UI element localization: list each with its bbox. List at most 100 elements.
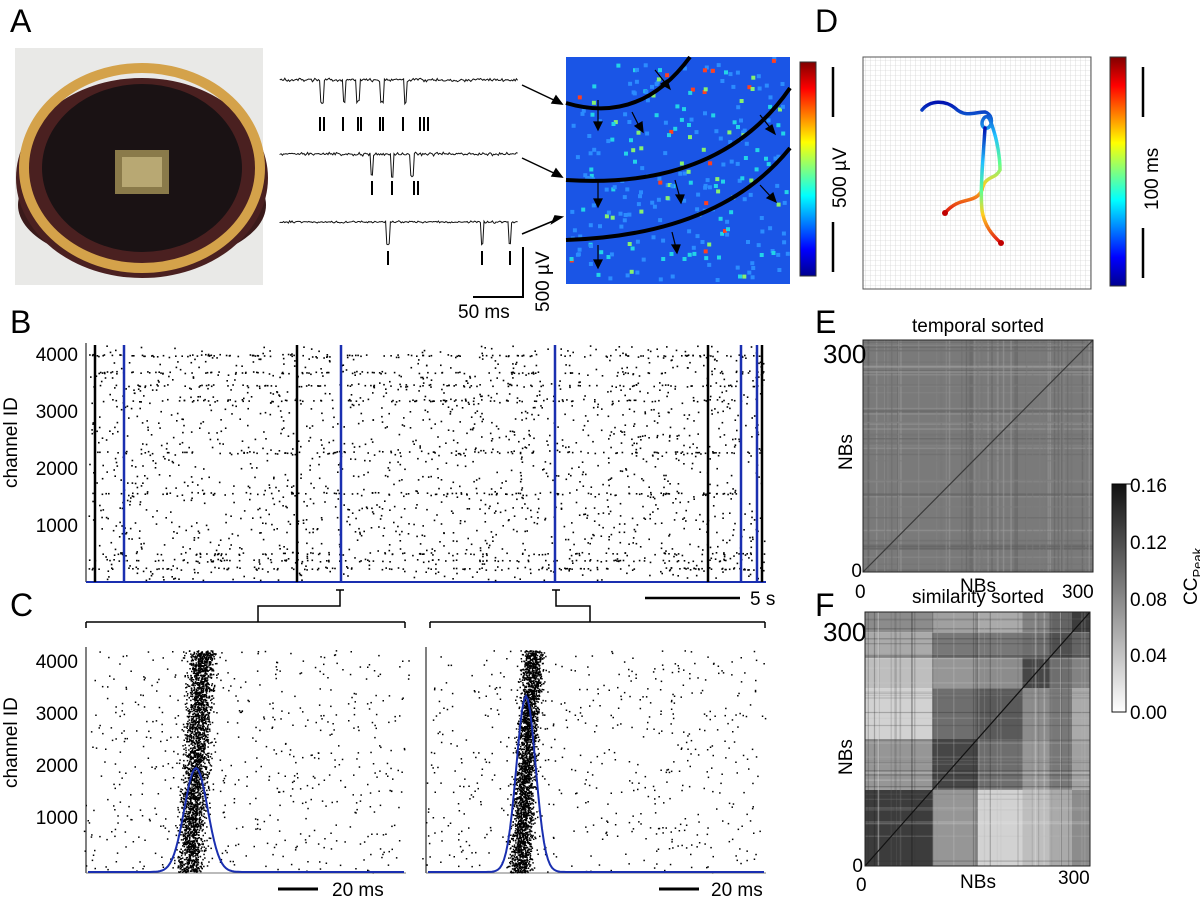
raster-dot xyxy=(663,478,666,480)
raster-dot xyxy=(642,479,645,482)
panel-b-raster xyxy=(85,343,766,583)
raster-dot xyxy=(683,463,685,465)
raster-dot xyxy=(195,714,198,716)
raster-dot xyxy=(179,858,182,860)
raster-dot xyxy=(188,715,191,717)
raster-dot xyxy=(722,539,724,542)
raster-dot xyxy=(402,660,404,662)
raster-dot xyxy=(653,451,656,454)
raster-dot xyxy=(549,491,552,494)
raster-dot xyxy=(204,658,207,661)
raster-dot xyxy=(187,794,189,796)
raster-dot xyxy=(178,400,181,402)
raster-dot xyxy=(416,355,418,357)
raster-dot xyxy=(209,658,212,660)
raster-dot xyxy=(719,385,722,387)
raster-dot xyxy=(181,800,183,802)
raster-dot xyxy=(565,364,567,366)
raster-dot xyxy=(95,375,98,377)
raster-dot xyxy=(694,455,697,458)
map-pixel xyxy=(716,189,721,194)
raster-dot xyxy=(278,544,281,547)
map-pixel xyxy=(688,90,693,95)
raster-dot xyxy=(200,354,203,356)
raster-dot xyxy=(229,559,231,562)
raster-dot xyxy=(440,420,443,423)
raster-dot xyxy=(494,367,497,369)
raster-dot xyxy=(576,552,578,555)
raster-dot xyxy=(398,400,401,402)
raster-dot xyxy=(252,371,255,373)
raster-dot xyxy=(166,568,168,570)
raster-dot xyxy=(328,452,331,455)
raster-dot xyxy=(675,498,677,500)
raster-dot xyxy=(443,545,445,547)
raster-dot xyxy=(572,562,574,564)
map-pixel xyxy=(703,111,707,116)
raster-dot xyxy=(686,418,689,420)
raster-dot xyxy=(184,703,187,705)
raster-dot xyxy=(243,452,245,454)
raster-dot xyxy=(92,746,94,748)
raster-dot xyxy=(445,400,448,402)
raster-dot xyxy=(492,385,494,388)
raster-dot xyxy=(190,499,193,502)
raster-dot xyxy=(622,414,624,416)
raster-dot xyxy=(344,560,347,562)
raster-dot xyxy=(338,543,341,546)
raster-dot xyxy=(235,371,237,374)
raster-dot xyxy=(240,711,243,714)
raster-dot xyxy=(305,841,307,844)
raster-dot xyxy=(566,567,568,570)
raster-dot xyxy=(183,748,185,750)
raster-dot xyxy=(358,527,360,530)
raster-dot xyxy=(477,403,480,405)
raster-dot xyxy=(189,733,191,736)
raster-dot xyxy=(184,451,186,454)
raster-dot xyxy=(293,365,296,367)
map-pixel xyxy=(587,134,592,138)
raster-dot xyxy=(306,555,309,558)
map-pixel xyxy=(777,268,782,272)
raster-dot xyxy=(332,407,334,410)
raster-dot xyxy=(197,691,199,694)
raster-dot xyxy=(200,712,202,714)
map-pixel xyxy=(742,128,747,133)
raster-dot xyxy=(190,814,193,816)
raster-dot xyxy=(314,666,317,669)
raster-dot xyxy=(496,451,499,453)
raster-dot xyxy=(358,403,360,406)
colorbar-d: 100 ms xyxy=(1109,56,1163,287)
raster-dot xyxy=(324,501,326,503)
raster-dot xyxy=(762,371,765,373)
raster-dot xyxy=(434,423,436,425)
raster-dot xyxy=(291,454,294,456)
raster-dot xyxy=(147,371,149,373)
raster-dot xyxy=(668,569,671,572)
raster-dot xyxy=(445,495,448,498)
raster-dot xyxy=(596,566,599,569)
raster-dot xyxy=(367,559,369,561)
raster-dot xyxy=(435,568,437,570)
raster-dot xyxy=(681,451,684,453)
raster-dot xyxy=(436,468,439,470)
raster-dot xyxy=(547,553,549,555)
raster-dot xyxy=(260,765,262,768)
raster-dot xyxy=(347,508,349,511)
raster-dot xyxy=(194,797,196,799)
raster-dot xyxy=(176,567,178,570)
raster-dot xyxy=(265,522,267,525)
raster-dot xyxy=(179,759,181,761)
raster-dot xyxy=(174,717,177,719)
raster-dot xyxy=(395,857,398,859)
raster-dot xyxy=(432,451,435,453)
raster-dot xyxy=(524,410,527,413)
raster-dot xyxy=(150,434,153,436)
raster-dot xyxy=(197,689,199,691)
raster-dot xyxy=(116,405,118,408)
raster-dot xyxy=(401,479,403,481)
raster-dot xyxy=(512,377,514,379)
raster-dot xyxy=(735,370,738,373)
raster-dot xyxy=(652,511,654,513)
raster-dot xyxy=(186,800,189,802)
